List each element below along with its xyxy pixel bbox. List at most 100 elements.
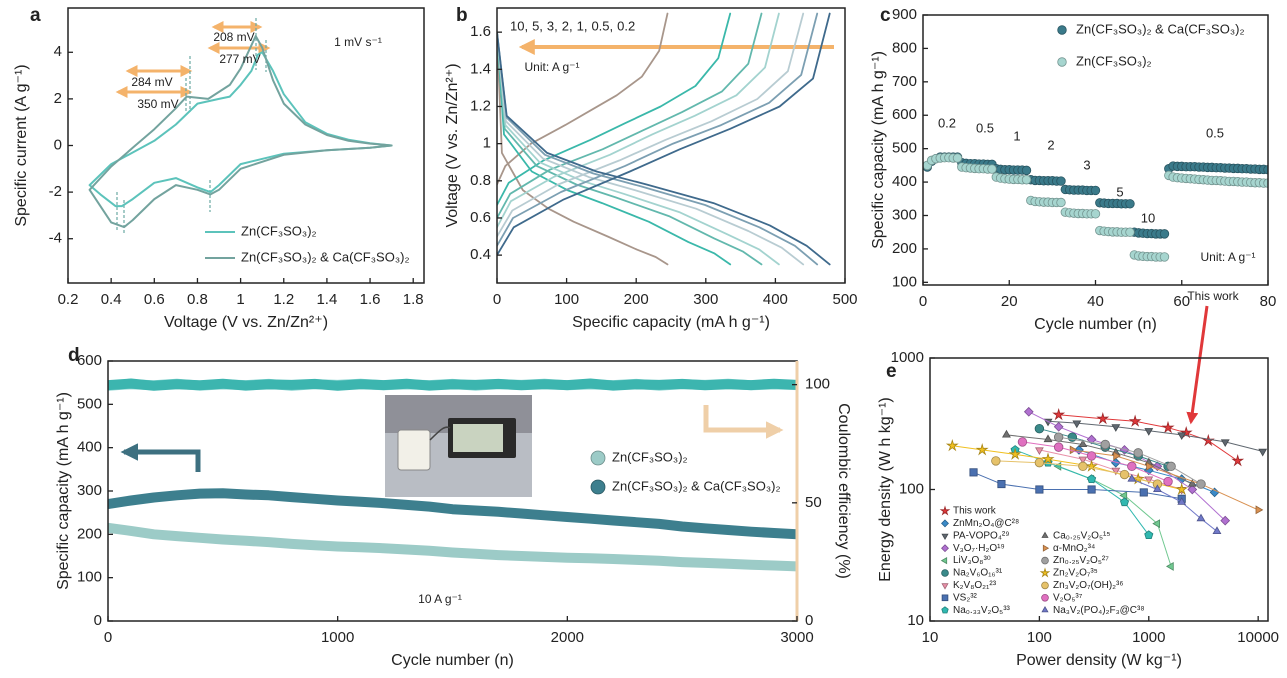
marker	[941, 544, 949, 553]
legend: 10, 5, 3, 2, 1, 0.5, 0.2	[510, 18, 635, 33]
y-tick-label: 700	[892, 73, 917, 90]
marker	[1119, 469, 1130, 480]
marker	[1041, 452, 1055, 465]
panel-label: d	[68, 345, 80, 366]
marker	[941, 519, 949, 528]
marker	[1258, 448, 1268, 457]
marker	[1159, 229, 1170, 239]
legend-label: Zn₀.₂₅V₂O₅²⁷	[1053, 555, 1109, 566]
marker	[1152, 519, 1160, 529]
panel-label: e	[886, 361, 897, 382]
marker	[1165, 562, 1174, 571]
marker	[1078, 439, 1088, 447]
marker	[1041, 556, 1049, 565]
marker	[1125, 227, 1135, 237]
marker	[1146, 461, 1154, 471]
data-line	[497, 31, 819, 266]
marker	[1177, 497, 1187, 505]
marker	[1159, 252, 1170, 262]
legend-label: 3,	[547, 18, 558, 33]
marker	[991, 456, 1001, 466]
device	[397, 429, 431, 471]
marker	[1086, 451, 1097, 461]
x-tick-label: 1000	[1132, 629, 1165, 646]
y-tick-label: 1	[483, 135, 491, 152]
annotation: 5	[1116, 184, 1123, 199]
marker	[1113, 451, 1121, 461]
data-line	[497, 12, 780, 229]
arrow	[703, 405, 784, 439]
x-axis-title: Specific capacity (mA h g⁻¹)	[572, 314, 770, 331]
annotation: 10 A g⁻¹	[418, 592, 462, 606]
data-line	[497, 12, 763, 219]
legend: Zn(CF₃SO₃)₂ Zn(CF₃SO₃)₂ & Ca(CF₃SO₃)₂	[590, 449, 781, 495]
marker	[1039, 567, 1051, 578]
marker	[987, 164, 997, 174]
marker	[1166, 461, 1176, 472]
marker	[1125, 199, 1135, 209]
y-tick-label: 500	[892, 140, 917, 157]
data-line	[497, 31, 669, 266]
panel-label: a	[30, 5, 41, 26]
marker	[1177, 432, 1187, 440]
data-line	[973, 471, 1183, 500]
y2-tick-label: 50	[805, 494, 822, 511]
data-line	[88, 35, 393, 229]
y-tick-label: 0.6	[470, 209, 491, 226]
legend-label: 1,	[577, 18, 588, 33]
x-tick-label: 0.2	[58, 291, 79, 308]
legend: Zn(CF₃SO₃)₂ Zn(CF₃SO₃)₂ & Ca(CF₃SO₃)₂	[205, 223, 410, 264]
screen	[453, 424, 503, 452]
legend-label: Zn(CF₃SO₃)₂	[241, 223, 317, 238]
x-axis-title: Power density (W kg⁻¹)	[1016, 652, 1182, 669]
data-line	[497, 31, 805, 266]
marker	[1119, 497, 1130, 507]
marker	[1144, 476, 1154, 485]
x-tick-label: 1	[236, 291, 244, 308]
marker	[590, 479, 606, 495]
y-tick-label: 2	[54, 90, 62, 107]
marker	[1096, 411, 1110, 425]
legend-label: Zn(CF₃SO₃)₂ & Ca(CF₃SO₃)₂	[612, 478, 781, 493]
plot-area	[945, 406, 1268, 571]
marker	[1034, 457, 1045, 468]
x-tick-label: 300	[693, 291, 718, 308]
marker	[1127, 461, 1137, 472]
marker	[1255, 505, 1264, 515]
marker	[1144, 428, 1154, 436]
x-tick-label: 80	[1260, 293, 1277, 310]
x-tick-label: 40	[1087, 293, 1104, 310]
x-tick-label: 1.8	[403, 291, 424, 308]
y-tick-label: 1.4	[470, 60, 491, 77]
legend-label: Zn(CF₃SO₃)₂ & Ca(CF₃SO₃)₂	[1076, 21, 1245, 36]
marker	[1035, 447, 1044, 455]
y-tick-label: 200	[892, 240, 917, 257]
marker	[1187, 484, 1198, 495]
plot-area	[88, 35, 393, 229]
marker	[1057, 25, 1067, 35]
marker	[1220, 439, 1230, 447]
y-tick-label: 1000	[891, 349, 924, 366]
x-tick-label: 1000	[321, 629, 354, 646]
data-line	[497, 31, 732, 266]
marker	[941, 533, 949, 541]
legend-label: Zn₃V₂O₇(OH)₂³⁶	[1053, 580, 1124, 591]
panel: 0.2 0.4 0.6 0.8 1 1.2 1.4 1.6 1.8 -4 -2 0 2 4 Voltage …	[13, 5, 425, 331]
marker	[1041, 593, 1049, 602]
marker	[1069, 445, 1078, 455]
y2-tick-label: 100	[805, 376, 830, 393]
marker	[1072, 420, 1082, 429]
legend-label: α-MnO₂³⁴	[1053, 543, 1095, 554]
x-tick-label: 1.4	[316, 291, 337, 308]
legend-label: V₃O₇·H₂O¹⁹	[953, 543, 1005, 554]
marker	[1139, 488, 1148, 497]
x-tick-label: 0.6	[144, 291, 165, 308]
annotation: 208 mV	[213, 30, 254, 44]
legend-label: This work	[953, 506, 997, 517]
marker	[1021, 165, 1032, 176]
legend-label: Na₀.₃₃V₂O₅³³	[953, 605, 1011, 616]
annotation: This work	[1187, 289, 1239, 303]
